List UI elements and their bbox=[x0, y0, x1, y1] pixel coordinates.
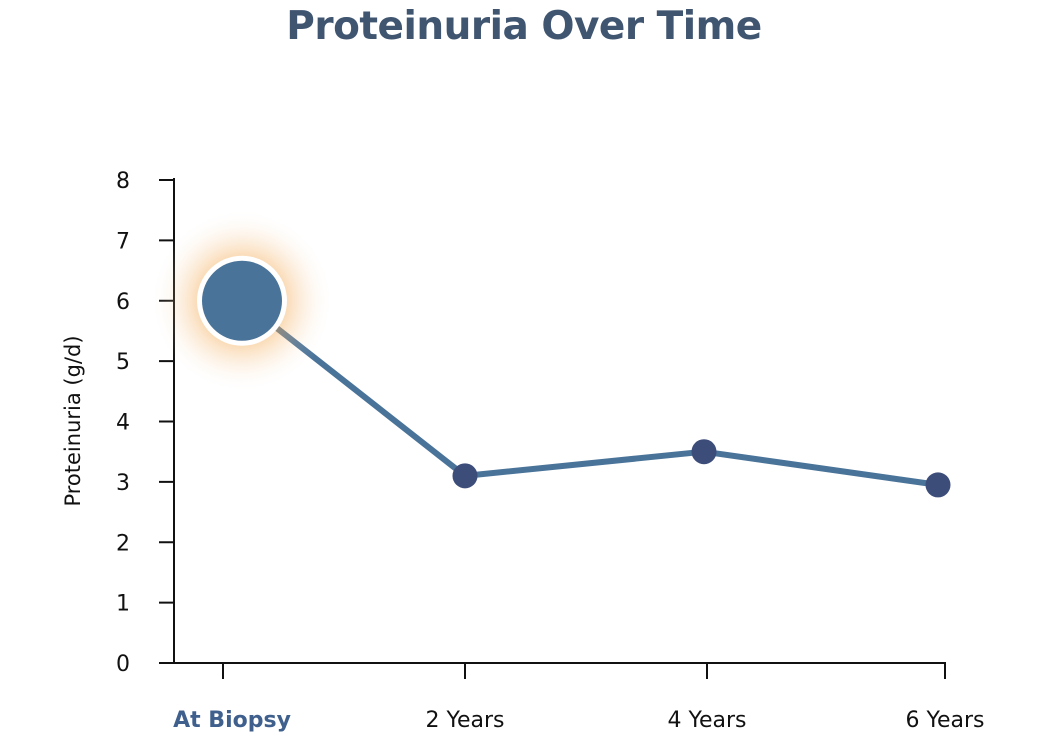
y-tick-label: 1 bbox=[116, 592, 130, 617]
y-tick-label: 0 bbox=[116, 652, 130, 677]
y-tick-label: 4 bbox=[116, 411, 130, 436]
y-axis-title: Proteinuria (g/d) bbox=[61, 335, 85, 506]
y-tick-label: 8 bbox=[116, 169, 130, 194]
chart-title: Proteinuria Over Time bbox=[286, 4, 762, 49]
y-tick-label: 2 bbox=[116, 531, 130, 556]
data-point bbox=[452, 463, 478, 489]
x-tick-label: 6 Years bbox=[905, 708, 984, 733]
x-tick-label: 2 Years bbox=[425, 708, 504, 733]
highlight-data-point bbox=[202, 260, 282, 341]
x-tick-label: 4 Years bbox=[667, 708, 746, 733]
data-point bbox=[691, 439, 717, 465]
y-tick-label: 6 bbox=[116, 290, 130, 315]
data-markers bbox=[150, 208, 951, 498]
x-tick-label: At Biopsy bbox=[173, 708, 291, 733]
series-line-group bbox=[239, 297, 941, 488]
data-point bbox=[925, 472, 951, 498]
y-tick-label: 5 bbox=[116, 350, 130, 375]
y-tick-label: 3 bbox=[116, 471, 130, 496]
series-line bbox=[239, 297, 941, 488]
x-axis-ticks: At Biopsy 2 Years 4 Years 6 Years bbox=[173, 663, 985, 733]
y-axis-ticks: 0 1 2 3 4 5 6 7 8 bbox=[116, 169, 174, 677]
y-tick-label: 7 bbox=[116, 229, 130, 254]
